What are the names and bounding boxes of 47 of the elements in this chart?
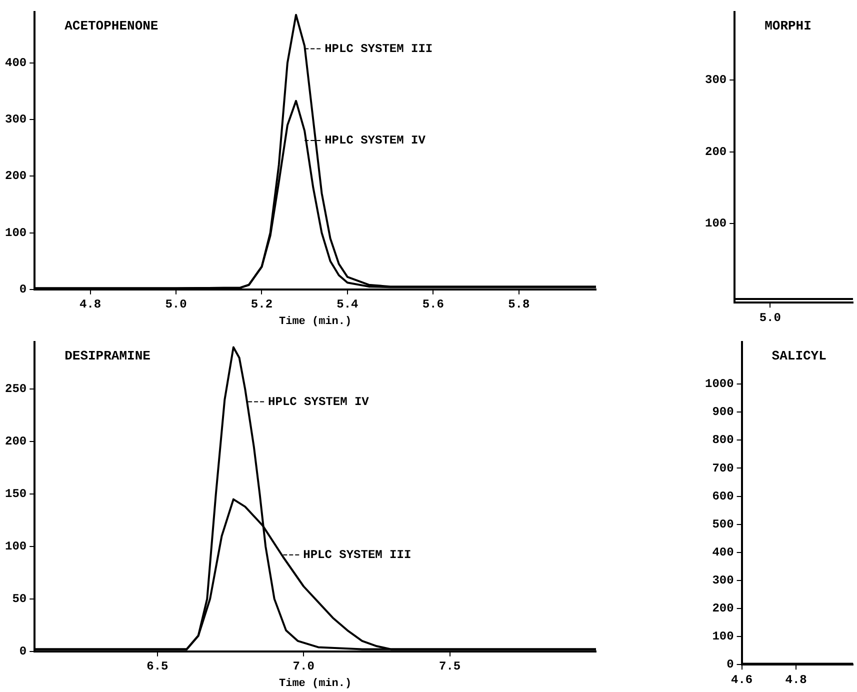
annotation: HPLC SYSTEM IV [324,134,426,148]
y-tick-label: 200 [704,144,727,159]
y-tick-label: 900 [712,405,734,420]
x-axis-title: Time (min.) [278,316,352,328]
y-tick-label: 1000 [704,377,734,392]
annotation: HPLC SYSTEM III [324,42,433,56]
y-tick-label: 50 [12,592,27,606]
y-tick-label: 100 [4,540,27,554]
x-tick-label: 5.2 [250,298,273,312]
text: ACETOPHENONE [64,18,158,34]
y-tick-label: 300 [4,112,27,127]
x-axis-title: Time (min.) [278,678,352,690]
x-tick-label: 7.0 [292,660,314,674]
y-tick-label: 300 [704,73,727,88]
x-tick-label: 4.8 [785,672,807,687]
y-tick-label: 600 [712,489,734,504]
x-tick-label: 4.8 [80,298,102,312]
x-tick-label: 5.0 [759,310,781,325]
text: SALICYL [772,348,827,364]
y-tick-label: 0 [19,282,27,296]
y-tick-label: 100 [4,226,27,240]
text: DESIPRAMINE [64,348,151,364]
x-tick-label: 6.5 [146,660,168,674]
y-tick-label: 800 [712,433,734,448]
x-tick-label: 5.0 [165,298,187,312]
x-tick-label: 5.6 [422,298,444,312]
y-tick-label: 0 [726,658,734,672]
y-tick-label: 200 [4,434,27,449]
y-tick-label: 250 [4,382,27,396]
y-tick-label: 700 [712,461,734,476]
x-tick-label: 5.4 [336,298,358,312]
y-tick-label: 500 [712,517,734,532]
y-tick-label: 0 [19,644,27,658]
annotation: HPLC SYSTEM III [303,548,412,562]
y-tick-label: 400 [712,545,734,560]
x-tick-label: 4.6 [731,672,753,687]
text: MORPHI [764,18,812,34]
y-tick-label: 200 [712,602,734,616]
x-tick-label: 5.8 [508,298,530,312]
x-tick-label: 7.5 [439,660,461,674]
y-tick-label: 100 [704,216,727,231]
y-tick-label: 150 [4,487,27,502]
y-tick-label: 200 [4,169,27,184]
annotation: HPLC SYSTEM IV [268,394,370,409]
y-tick-label: 300 [712,573,734,588]
y-tick-label: 400 [4,56,27,70]
y-tick-label: 100 [712,630,734,644]
